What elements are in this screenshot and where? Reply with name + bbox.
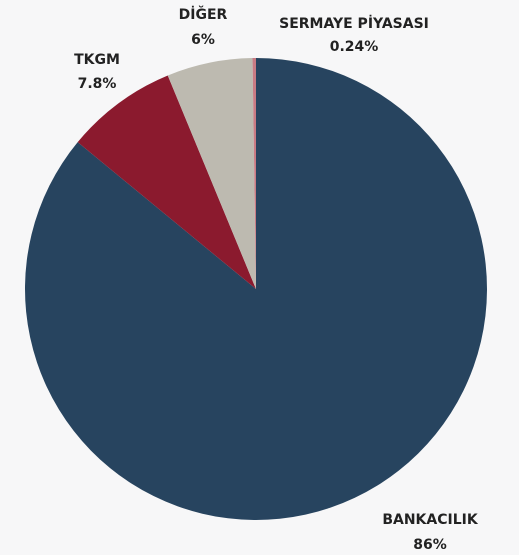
slice-label: DİĞER [179,5,228,23]
slice-value-label: 86% [413,537,447,553]
pie-slice [252,58,256,289]
pie-slice [77,75,256,289]
slice-label: TKGM [74,52,120,68]
slice-value-label: 7.8% [78,76,117,92]
pie-slice [167,58,256,289]
slice-label: BANKACILIK [382,512,479,528]
slice-label: SERMAYE PİYASASI [279,15,429,32]
slice-value-label: 0.24% [330,39,379,55]
slice-value-label: 6% [191,32,215,48]
